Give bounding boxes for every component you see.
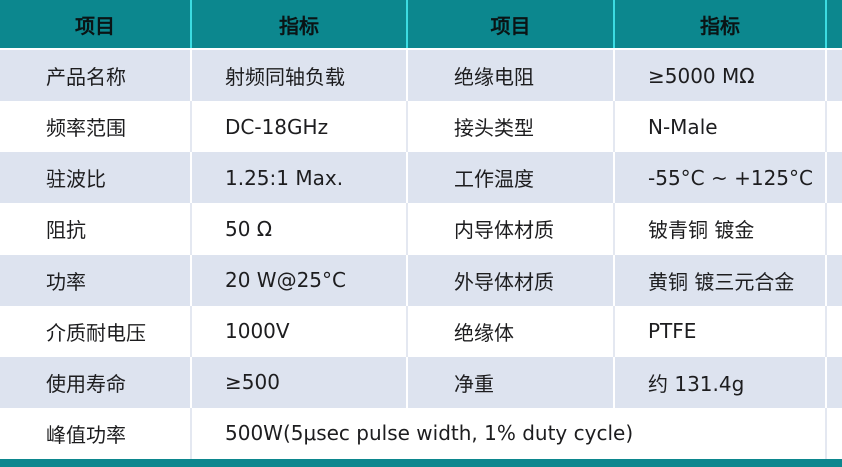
next-header-cutoff-strip [0, 459, 842, 467]
item-cell: 外导体材质 [406, 254, 613, 306]
table-header-row: 项目 指标 项目 指标 [0, 0, 842, 50]
header-cell-edge-sliver [825, 0, 842, 48]
item-cell: 使用寿命 [46, 371, 126, 396]
header-cell-spec-left: 指标 [190, 0, 406, 48]
item-cell: 阻抗 [46, 218, 86, 243]
header-cell-item-left: 项目 [75, 13, 115, 38]
header-cell-item-right: 项目 [406, 0, 613, 48]
value-cell: 铍青铜 镀金 [613, 203, 825, 255]
value-cell: ≥500 [190, 356, 406, 408]
item-cell: 净重 [406, 356, 613, 408]
value-cell: 20 W@25°C [190, 254, 406, 306]
table-row: 驻波比 1.25:1 Max. 工作温度 -55°C ~ +125°C [0, 152, 842, 204]
item-cell: 峰值功率 [46, 422, 126, 447]
value-cell: 1.25:1 Max. [190, 152, 406, 204]
table-row: 功率 20 W@25°C 外导体材质 黄铜 镀三元合金 [0, 254, 842, 306]
table-row: 介质耐电压 1000V 绝缘体 PTFE [0, 305, 842, 357]
value-cell: 射频同轴负载 [190, 50, 406, 102]
edge-sliver [825, 407, 842, 459]
value-cell-spanning: 500W(5μsec pulse width, 1% duty cycle) [190, 407, 825, 459]
value-cell: DC-18GHz [190, 101, 406, 153]
value-cell: -55°C ~ +125°C [613, 152, 825, 204]
item-cell: 绝缘体 [406, 305, 613, 357]
edge-sliver [825, 305, 842, 357]
item-cell: 绝缘电阻 [406, 50, 613, 102]
value-cell: 约 131.4g [613, 356, 825, 408]
item-cell: 工作温度 [406, 152, 613, 204]
table-row: 频率范围 DC-18GHz 接头类型 N-Male [0, 101, 842, 153]
table-row-peak-power: 峰值功率 500W(5μsec pulse width, 1% duty cyc… [0, 407, 842, 459]
item-cell: 接头类型 [406, 101, 613, 153]
item-cell: 产品名称 [46, 65, 126, 90]
table-row: 使用寿命 ≥500 净重 约 131.4g [0, 356, 842, 408]
table-row: 阻抗 50 Ω 内导体材质 铍青铜 镀金 [0, 203, 842, 255]
value-cell: 黄铜 镀三元合金 [613, 254, 825, 306]
value-cell: PTFE [613, 305, 825, 357]
header-cell-spec-right: 指标 [613, 0, 825, 48]
edge-sliver [825, 101, 842, 153]
table-row: 产品名称 射频同轴负载 绝缘电阻 ≥5000 MΩ [0, 50, 842, 102]
item-cell: 频率范围 [46, 116, 126, 141]
value-cell: 1000V [190, 305, 406, 357]
item-cell: 介质耐电压 [46, 320, 146, 345]
value-cell: 50 Ω [190, 203, 406, 255]
item-cell: 驻波比 [46, 167, 106, 192]
edge-sliver [825, 152, 842, 204]
value-cell: ≥5000 MΩ [613, 50, 825, 102]
item-cell: 内导体材质 [406, 203, 613, 255]
edge-sliver [825, 50, 842, 102]
edge-sliver [825, 356, 842, 408]
value-cell: N-Male [613, 101, 825, 153]
edge-sliver [825, 254, 842, 306]
item-cell: 功率 [46, 269, 86, 294]
edge-sliver [825, 203, 842, 255]
